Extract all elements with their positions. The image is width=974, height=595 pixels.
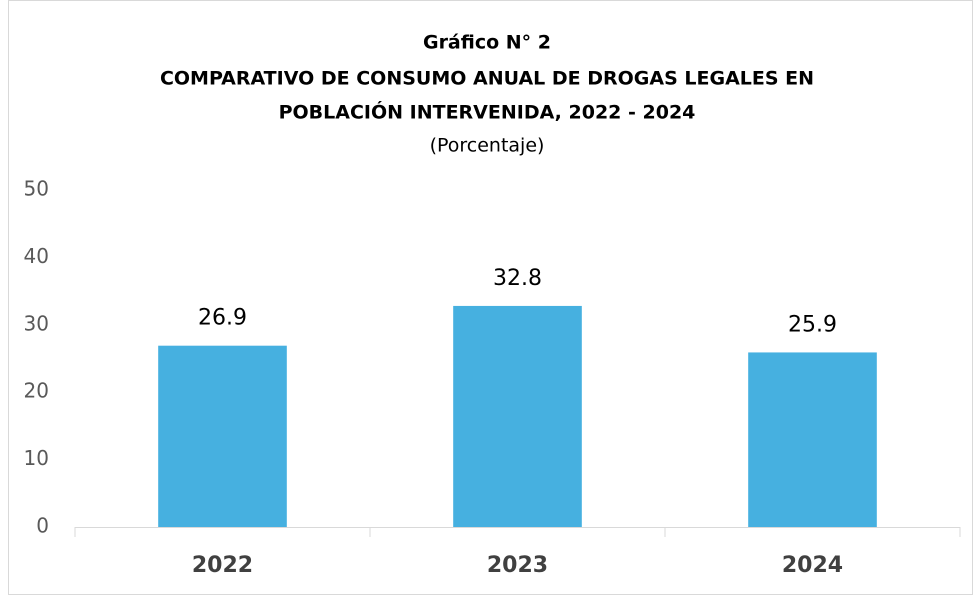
- bar: [748, 352, 877, 527]
- chart-subtitle: (Porcentaje): [430, 135, 545, 157]
- y-tick-label: 40: [24, 244, 49, 268]
- y-tick-label: 50: [24, 177, 49, 201]
- y-tick-label: 0: [36, 514, 49, 538]
- data-label: 32.8: [493, 266, 542, 291]
- x-tick-label: 2022: [192, 553, 253, 578]
- y-tick-label: 10: [24, 446, 49, 470]
- y-tick-label: 30: [24, 311, 49, 335]
- data-label: 26.9: [198, 306, 247, 331]
- x-tick-label: 2023: [487, 553, 548, 578]
- y-tick-label: 20: [24, 379, 49, 403]
- data-label: 25.9: [788, 312, 837, 337]
- chart-title: Gráfico N° 2: [423, 32, 551, 54]
- chart-title: COMPARATIVO DE CONSUMO ANUAL DE DROGAS L…: [160, 68, 814, 90]
- bar: [453, 305, 582, 527]
- x-tick-label: 2024: [782, 553, 843, 578]
- chart-title: POBLACIÓN INTERVENIDA, 2022 - 2024: [279, 100, 696, 124]
- bar: [158, 345, 287, 527]
